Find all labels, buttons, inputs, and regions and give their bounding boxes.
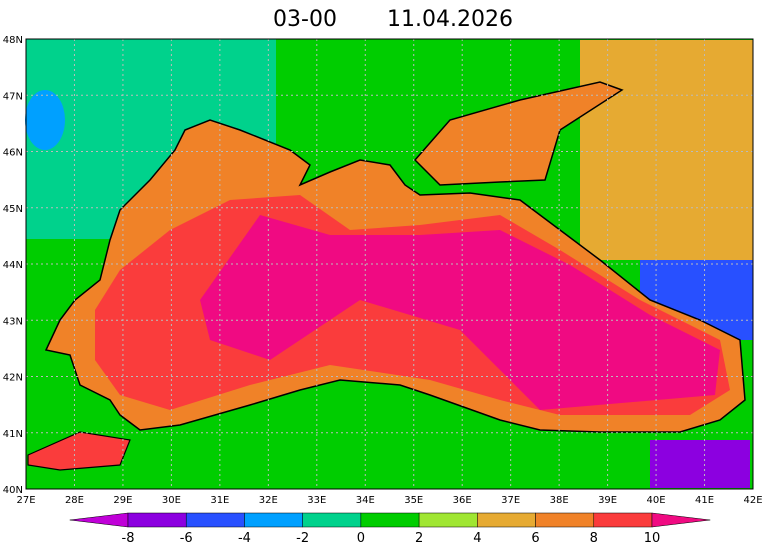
- colorbar-low: [69, 512, 129, 528]
- marmara-coastline: [27, 431, 131, 471]
- colorbar-high: [651, 512, 711, 528]
- lon-label: 27E: [16, 495, 35, 506]
- lat-label: 40N: [3, 485, 23, 496]
- lat-label: 48N: [3, 35, 23, 46]
- lon-label: 37E: [501, 495, 520, 506]
- field-zone: [25, 90, 65, 150]
- lat-label: 45N: [3, 204, 23, 215]
- colorbar-label: 8: [590, 531, 598, 546]
- lon-label: 30E: [162, 495, 181, 506]
- lon-label: 38E: [550, 495, 569, 506]
- colorbar-segment: [302, 512, 362, 528]
- colorbar-label: 0: [357, 531, 365, 546]
- colorbar-label: -2: [296, 531, 309, 546]
- field-zone: [650, 440, 750, 488]
- lat-label: 43N: [3, 316, 23, 327]
- lon-label: 29E: [113, 495, 132, 506]
- lon-label: 28E: [65, 495, 84, 506]
- lon-label: 35E: [404, 495, 423, 506]
- colorbar-segment: [477, 512, 536, 528]
- map-frame: [25, 38, 754, 490]
- colorbar-segment: [127, 512, 187, 528]
- colorbar-label: 10: [644, 531, 661, 546]
- lon-label: 40E: [647, 495, 666, 506]
- title-date: 11.04.2026: [387, 7, 513, 32]
- lat-label: 44N: [3, 260, 23, 271]
- colorbar-label: 6: [531, 531, 539, 546]
- azov-coastline: [413, 81, 624, 186]
- colorbar-segment: [535, 512, 595, 528]
- colorbar-label: -8: [122, 531, 135, 546]
- hot-zone: [200, 215, 720, 410]
- lon-label: 41E: [695, 495, 714, 506]
- title-time: 03-00: [273, 7, 337, 32]
- colorbar-label: 2: [415, 531, 423, 546]
- colorbar-label: -6: [180, 531, 193, 546]
- colorbar-segment: [418, 512, 478, 528]
- lon-label: 36E: [453, 495, 472, 506]
- lat-label: 41N: [3, 429, 23, 440]
- lon-label: 34E: [356, 495, 375, 506]
- colorbar-segment: [244, 512, 303, 528]
- map: [25, 38, 754, 490]
- colorbar-segment: [360, 512, 420, 528]
- colorbar-label: -4: [238, 531, 251, 546]
- colorbar-segment: [593, 512, 653, 528]
- lat-label: 47N: [3, 91, 23, 102]
- lon-label: 31E: [210, 495, 229, 506]
- colorbar-label: 4: [473, 531, 481, 546]
- lon-label: 39E: [598, 495, 617, 506]
- lon-label: 32E: [259, 495, 278, 506]
- lat-label: 46N: [3, 148, 23, 159]
- lon-label: 33E: [307, 495, 326, 506]
- lon-label: 42E: [743, 495, 762, 506]
- lat-label: 42N: [3, 373, 23, 384]
- colorbar-segment: [185, 512, 245, 528]
- field-zone: [580, 40, 753, 260]
